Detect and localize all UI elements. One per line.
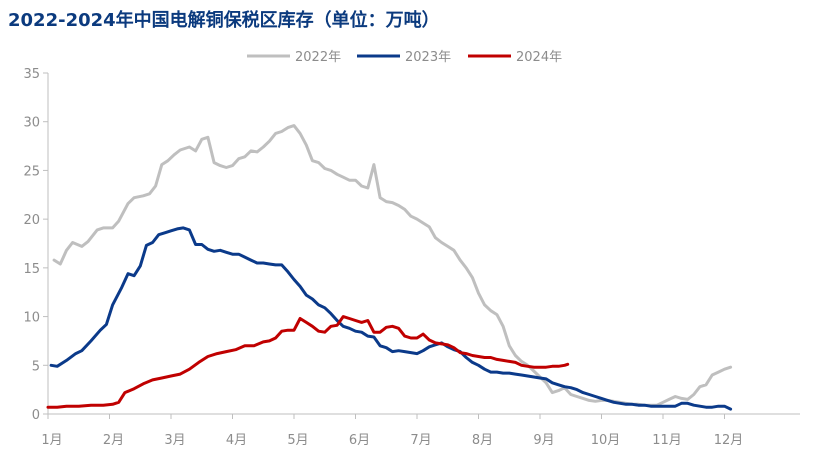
x-tick-label: 6月 — [349, 433, 370, 448]
legend-label: 2023年 — [405, 50, 451, 65]
x-tick-label: 4月 — [226, 433, 247, 448]
legend-label: 2022年 — [295, 50, 341, 65]
y-tick-label: 35 — [23, 67, 40, 82]
legend: 2022年 2023年 2024年 — [247, 50, 562, 65]
x-tick-label: 11月 — [652, 433, 682, 448]
y-tick-label: 0 — [32, 408, 40, 423]
x-tick-label: 3月 — [164, 433, 185, 448]
x-tick-label: 10月 — [591, 433, 621, 448]
series-line-2023年 — [49, 226, 733, 411]
y-tick-label: 15 — [23, 262, 40, 277]
y-tick-label: 20 — [23, 213, 40, 228]
y-tick-label: 5 — [32, 359, 40, 374]
x-tick-label: 1月 — [41, 433, 62, 448]
chart-title: 2022-2024年中国电解铜保税区库存（单位：万吨） — [8, 10, 440, 31]
y-tick-label: 30 — [23, 116, 40, 131]
y-tick-label: 25 — [23, 164, 40, 179]
series-group — [46, 124, 733, 411]
legend-label: 2024年 — [516, 50, 562, 65]
x-tick-label: 7月 — [410, 433, 431, 448]
x-tick-label: 8月 — [472, 433, 493, 448]
x-tick-label: 9月 — [533, 433, 554, 448]
series-line-2022年 — [52, 124, 733, 407]
x-tick-label: 5月 — [287, 433, 308, 448]
y-axis: 0 5 10 15 20 25 30 35 — [23, 67, 49, 423]
series-line-2024年 — [46, 315, 570, 409]
x-tick-label: 2月 — [103, 433, 124, 448]
x-axis: 1月 2月 3月 4月 5月 6月 7月 8月 9月 10月 11月 12月 — [41, 413, 800, 448]
x-tick-label: 12月 — [714, 433, 744, 448]
y-tick-label: 10 — [23, 311, 40, 326]
